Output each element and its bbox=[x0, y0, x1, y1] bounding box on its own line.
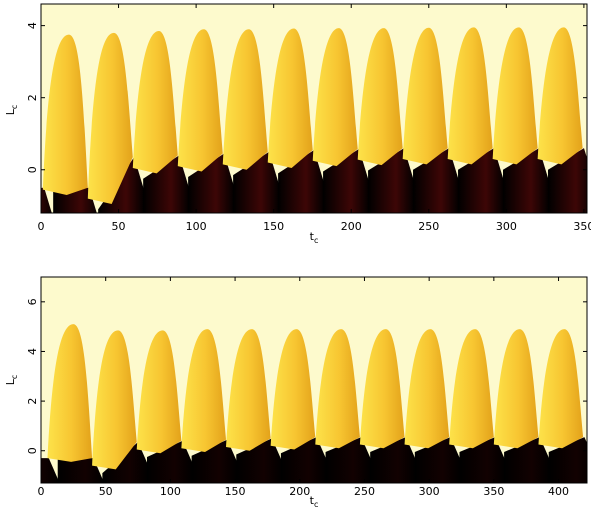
dark-band-segment bbox=[413, 148, 460, 213]
dark-band-segment bbox=[370, 437, 417, 483]
x-tick-label: 300 bbox=[496, 220, 517, 233]
dark-band-segment bbox=[41, 458, 60, 483]
peak bbox=[222, 29, 268, 170]
peak bbox=[493, 329, 539, 449]
peak bbox=[538, 329, 584, 449]
dark-band-segment bbox=[41, 187, 52, 213]
peak bbox=[136, 330, 182, 454]
y-tick-label: 2 bbox=[26, 398, 39, 405]
plot-area bbox=[41, 4, 587, 213]
top-panel: 0 50 100 150 200 250 300 350 0 2 4 tc Lc bbox=[4, 3, 591, 245]
x-tick-label: 350 bbox=[483, 485, 504, 498]
peak bbox=[270, 329, 316, 450]
x-axis-label: tc bbox=[310, 494, 319, 509]
plot-frame bbox=[40, 276, 588, 484]
peak bbox=[267, 28, 313, 168]
x-tick-label: 200 bbox=[289, 485, 310, 498]
peak bbox=[42, 34, 88, 195]
x-tick-label: 250 bbox=[418, 220, 439, 233]
x-tick-label: 200 bbox=[341, 220, 362, 233]
peak bbox=[402, 27, 448, 165]
peak bbox=[359, 329, 405, 449]
peak bbox=[181, 329, 227, 452]
x-tick-label: 150 bbox=[225, 485, 246, 498]
x-tick-label: 50 bbox=[112, 220, 126, 233]
x-tick-label: 400 bbox=[548, 485, 569, 498]
dark-band-segment bbox=[459, 437, 506, 483]
peak bbox=[315, 329, 360, 449]
peak bbox=[449, 329, 494, 449]
y-tick-label: 2 bbox=[26, 94, 39, 101]
y-tick-label: 4 bbox=[26, 348, 39, 355]
x-tick-label: 50 bbox=[99, 485, 113, 498]
y-tick-label: 0 bbox=[26, 447, 39, 454]
y-axis-label: Lc bbox=[4, 375, 19, 386]
dark-band-segment bbox=[146, 440, 193, 483]
peak bbox=[357, 28, 403, 166]
peak bbox=[404, 329, 450, 449]
bottom-panel: 0 50 100 150 200 250 300 350 400 0 2 4 6 tc Lc bbox=[4, 276, 588, 509]
dark-band-segment bbox=[191, 439, 238, 483]
x-tick-label: 0 bbox=[38, 485, 45, 498]
dark-band-segment bbox=[548, 437, 587, 483]
dark-band-segment bbox=[102, 442, 149, 483]
dark-band-segment bbox=[547, 148, 587, 213]
peak bbox=[226, 329, 271, 451]
x-tick-label: 100 bbox=[186, 220, 207, 233]
peak bbox=[47, 324, 93, 462]
plot-area bbox=[41, 277, 587, 483]
x-tick-label: 150 bbox=[263, 220, 284, 233]
dark-band-segment bbox=[458, 148, 505, 213]
y-tick-label: 0 bbox=[26, 166, 39, 173]
dark-band-segment bbox=[504, 437, 551, 483]
peak bbox=[92, 330, 137, 470]
dark-band-segment bbox=[188, 153, 235, 213]
plot-frame bbox=[40, 3, 588, 214]
y-tick-label: 4 bbox=[26, 22, 39, 29]
x-tick-label: 100 bbox=[160, 485, 181, 498]
dark-band-segment bbox=[503, 148, 550, 213]
y-axis-label: Lc bbox=[4, 105, 19, 116]
peak bbox=[492, 27, 538, 165]
x-tick-label: 300 bbox=[419, 485, 440, 498]
dark-band-segment bbox=[143, 155, 190, 213]
x-tick-label: 250 bbox=[354, 485, 375, 498]
dark-band-segment bbox=[414, 437, 461, 483]
peak bbox=[87, 32, 133, 204]
peak bbox=[132, 31, 178, 174]
dark-band-segment bbox=[325, 437, 372, 483]
peak bbox=[177, 29, 223, 172]
peak bbox=[312, 28, 358, 167]
y-tick-label: 6 bbox=[26, 298, 39, 305]
peak bbox=[447, 27, 493, 165]
dark-band-segment bbox=[233, 151, 280, 213]
x-axis-label: tc bbox=[310, 230, 319, 245]
dark-band-segment bbox=[278, 149, 325, 213]
peak bbox=[537, 27, 583, 165]
x-tick-label: 0 bbox=[38, 220, 45, 233]
x-tick-label: 350 bbox=[573, 220, 591, 233]
